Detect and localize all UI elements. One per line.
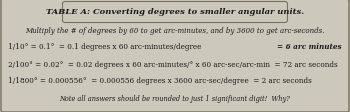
Text: = 6 arc minutes: = 6 arc minutes (277, 43, 342, 51)
Text: 1/1800° = 0.000556°  = 0.000556 degrees x 3600 arc-sec/degree  = 2 arc seconds: 1/1800° = 0.000556° = 0.000556 degrees x… (8, 76, 312, 84)
FancyBboxPatch shape (63, 2, 287, 23)
Text: 2/100° = 0.02°  = 0.02 degrees x 60 arc-minutes/° x 60 arc-sec/arc-min  = 72 arc: 2/100° = 0.02° = 0.02 degrees x 60 arc-m… (8, 60, 338, 68)
Text: Note all answers should be rounded to just 1 significant digit!  Why?: Note all answers should be rounded to ju… (60, 94, 290, 102)
Text: 1/10° = 0.1°  = 0.1 degrees x 60 arc-minutes/degree: 1/10° = 0.1° = 0.1 degrees x 60 arc-minu… (8, 43, 201, 51)
Text: Multiply the # of degrees by 60 to get arc-minutes, and by 3600 to get arc-secon: Multiply the # of degrees by 60 to get a… (25, 27, 325, 35)
Text: TABLE A: Converting degrees to smaller angular units.: TABLE A: Converting degrees to smaller a… (46, 8, 304, 16)
